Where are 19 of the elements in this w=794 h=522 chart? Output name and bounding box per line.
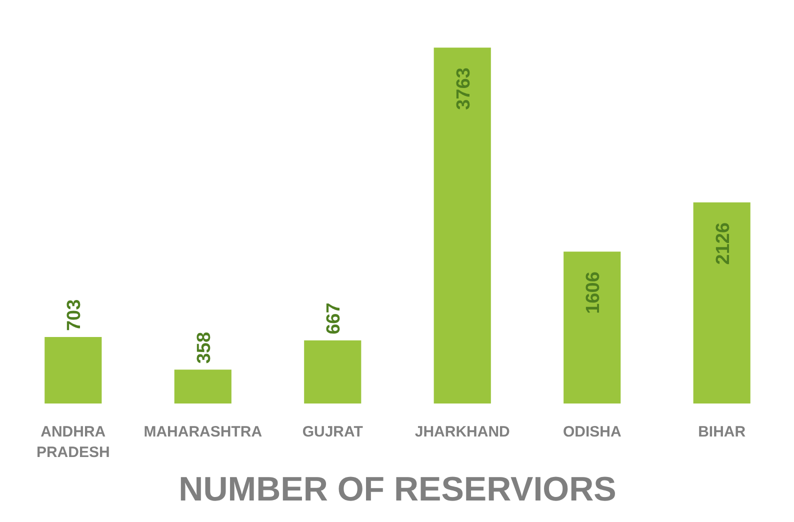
- data-label: 703: [64, 299, 86, 332]
- bar: [434, 48, 491, 404]
- x-tick-label: JHARKHAND: [414, 424, 510, 440]
- data-label: 667: [324, 302, 345, 334]
- data-label: 2126: [712, 222, 734, 265]
- data-label: 358: [194, 332, 215, 364]
- bar: [174, 370, 232, 404]
- x-tick-label: BIHAR: [698, 424, 746, 440]
- x-tick-label: MAHARASHTRA: [144, 424, 262, 440]
- text: NUMBER OF RESERVIORS: [178, 470, 616, 508]
- bar: [304, 340, 362, 404]
- bar: [564, 252, 621, 404]
- data-label: 1606: [583, 272, 604, 314]
- x-tick-label: GUJRAT: [302, 424, 363, 440]
- bar: [44, 337, 102, 404]
- x-tick-label: ANDHRA PRADESH: [36, 424, 110, 461]
- x-tick-label: ODISHA: [562, 424, 622, 440]
- bar: [693, 202, 750, 404]
- data-label: 3763: [453, 68, 474, 110]
